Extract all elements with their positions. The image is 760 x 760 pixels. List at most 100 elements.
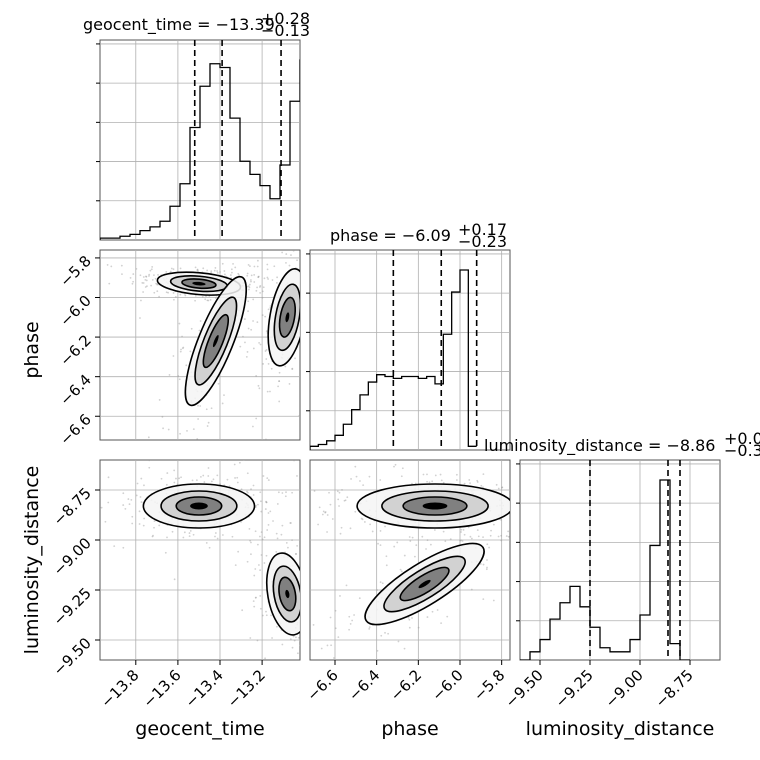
scatter-point xyxy=(121,273,123,276)
scatter-point xyxy=(212,478,215,481)
contour-level-3 xyxy=(285,312,290,323)
scatter-point xyxy=(334,609,337,612)
scatter-point xyxy=(425,548,427,550)
scatter-point xyxy=(250,541,252,544)
scatter-point xyxy=(184,294,187,297)
scatter-point xyxy=(164,551,167,554)
scatter-point xyxy=(259,343,262,346)
scatter-point xyxy=(149,269,152,272)
scatter-point xyxy=(165,483,168,486)
xtick-label-luminosity_distance: −9.00 xyxy=(602,666,647,711)
scatter-point xyxy=(259,285,262,287)
ytick-label-phase: −6.4 xyxy=(56,371,94,409)
xtick-label-luminosity_distance: −9.50 xyxy=(502,666,547,711)
scatter-point xyxy=(326,514,329,516)
scatter-point xyxy=(307,270,309,272)
scatter-point xyxy=(138,523,141,525)
scatter-point xyxy=(153,520,156,522)
scatter-point xyxy=(517,527,519,529)
scatter-point xyxy=(479,563,482,565)
scatter-point xyxy=(300,315,302,317)
scatter-point xyxy=(250,279,252,281)
scatter-point xyxy=(142,282,145,284)
scatter-point xyxy=(145,275,147,278)
scatter-point xyxy=(254,568,257,570)
scatter-point xyxy=(304,282,306,284)
scatter-point xyxy=(139,496,142,498)
scatter-point xyxy=(291,539,293,541)
scatter-point xyxy=(358,597,361,600)
contour-level-3 xyxy=(285,589,290,599)
scatter-point xyxy=(295,553,297,555)
scatter-point xyxy=(181,347,184,350)
scatter-point xyxy=(214,297,217,299)
scatter-point xyxy=(330,644,333,647)
scatter-point xyxy=(331,518,334,520)
scatter-point xyxy=(216,271,219,274)
scatter-point xyxy=(407,616,410,619)
scatter-point xyxy=(221,262,224,265)
scatter-point xyxy=(299,640,300,642)
scatter-point xyxy=(397,640,400,643)
scatter-point xyxy=(216,474,219,477)
scatter-point xyxy=(449,538,452,541)
title-phase-plus: +0.17 xyxy=(458,220,507,239)
scatter-point xyxy=(442,481,445,484)
scatter-point xyxy=(236,481,239,484)
scatter-point xyxy=(191,479,194,482)
scatter-point xyxy=(303,581,305,583)
scatter-point xyxy=(243,460,245,461)
scatter-point xyxy=(308,274,310,276)
scatter-point xyxy=(482,486,484,489)
scatter-point xyxy=(158,399,161,401)
scatter-point xyxy=(362,484,365,487)
scatter-point xyxy=(256,286,258,289)
scatter-point xyxy=(300,613,302,615)
scatter-point xyxy=(303,294,305,296)
scatter-point xyxy=(132,280,135,283)
scatter-point xyxy=(207,475,210,477)
scatter-point xyxy=(480,484,483,487)
ytick-label-phase: −6.0 xyxy=(56,292,94,330)
scatter-point xyxy=(124,507,127,510)
scatter-point xyxy=(113,545,116,547)
scatter-point xyxy=(292,250,295,252)
scatter-point xyxy=(144,278,147,281)
scatter-point xyxy=(308,659,310,661)
scatter-point xyxy=(231,271,233,274)
scatter-point xyxy=(431,610,434,613)
scatter-point xyxy=(265,614,268,617)
scatter-point xyxy=(265,501,268,504)
scatter-point xyxy=(304,628,306,630)
scatter-point xyxy=(511,520,513,522)
scatter-point xyxy=(328,491,330,494)
scatter-point xyxy=(332,657,335,659)
scatter-point xyxy=(257,276,260,278)
scatter-point xyxy=(217,382,220,385)
scatter-point xyxy=(312,623,315,626)
scatter-point xyxy=(238,274,240,277)
scatter-point xyxy=(275,551,278,553)
scatter-point xyxy=(129,276,132,279)
scatter-point xyxy=(276,625,278,628)
scatter-point xyxy=(185,364,188,367)
scatter-point xyxy=(295,553,297,555)
scatter-point xyxy=(234,564,237,567)
scatter-point xyxy=(431,480,434,483)
scatter-point xyxy=(156,283,159,286)
scatter-point xyxy=(455,473,458,476)
scatter-point xyxy=(194,266,197,269)
scatter-point xyxy=(255,596,257,599)
scatter-point xyxy=(98,542,100,544)
scatter-point xyxy=(296,544,299,547)
ytick-label-luminosity_distance: −9.25 xyxy=(50,584,95,629)
scatter-point xyxy=(287,546,289,549)
scatter-point xyxy=(334,627,337,630)
scatter-point xyxy=(249,265,251,268)
scatter-point xyxy=(289,243,291,245)
scatter-point xyxy=(199,405,202,407)
scatter-point xyxy=(186,429,188,432)
scatter-point xyxy=(259,286,261,288)
xlabel-luminosity-distance: luminosity_distance xyxy=(526,718,715,740)
